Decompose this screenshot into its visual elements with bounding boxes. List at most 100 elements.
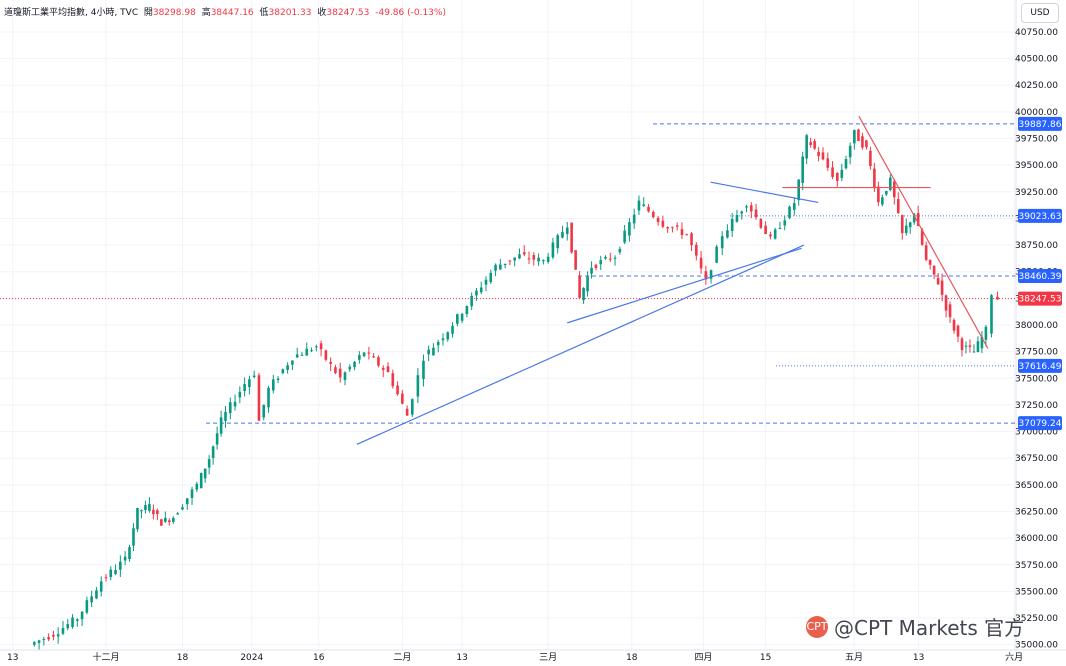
y-tick-label: 37250.00 [1015, 401, 1058, 411]
candle-body [840, 169, 844, 178]
y-tick-label: 35750.00 [1015, 561, 1058, 571]
candle-body [446, 332, 450, 340]
candle-body [144, 505, 147, 511]
candle-body [518, 254, 521, 259]
candle-body [152, 509, 155, 515]
y-tick-label: 37000.00 [1015, 428, 1058, 438]
candle-body [190, 489, 194, 498]
candle-body [456, 314, 459, 324]
candle-body [801, 156, 804, 183]
candle-body [996, 296, 999, 300]
candle-body [181, 507, 184, 510]
candle-body [532, 255, 536, 260]
candle-body [754, 209, 758, 218]
candle-body [132, 528, 135, 546]
candle-body [952, 319, 956, 331]
price-badge-label: 39887.86 [1019, 120, 1062, 130]
x-tick-label: 18 [626, 653, 638, 663]
candle-body [353, 361, 356, 368]
price-badge [1018, 416, 1062, 431]
candles [32, 128, 999, 650]
candle-body [119, 561, 122, 570]
candle-body [372, 356, 375, 358]
candle-body [56, 634, 60, 637]
candle-body [475, 290, 478, 296]
watermark-text: @CPT Markets 官方 [834, 616, 1025, 640]
candle-body [195, 483, 199, 490]
candle-body [797, 179, 800, 201]
x-tick-label: 二月 [393, 652, 411, 663]
candle-body [788, 206, 791, 218]
candle-body [889, 177, 892, 191]
blue-trendline[interactable] [710, 181, 819, 204]
candle-body [709, 270, 713, 279]
x-tick-label: 四月 [694, 652, 712, 663]
candle-body [735, 214, 739, 222]
candle-body [527, 258, 531, 260]
candle-body [608, 258, 612, 260]
candle-body [980, 336, 984, 349]
time-axis[interactable]: 13 十二月 18 2024 16 二月 13 三月 18 四月 15 五月 13 六月 [7, 651, 1023, 663]
candle-body [76, 619, 79, 621]
candle-body [257, 375, 261, 421]
blue-trendline[interactable] [356, 244, 805, 445]
candle-body [348, 366, 352, 370]
candle-body [599, 260, 603, 265]
candle-body [215, 433, 219, 445]
currency-button[interactable]: USD [1021, 3, 1059, 23]
candle-body [745, 206, 748, 208]
candle-body [32, 642, 36, 645]
red-trendline[interactable] [858, 115, 989, 349]
candle-body [720, 236, 724, 249]
candle-body [574, 250, 577, 270]
candle-body [656, 217, 660, 223]
y-tick-label: 40500.00 [1015, 55, 1058, 65]
candle-body [228, 402, 232, 414]
candle-body [451, 325, 454, 334]
candle-body [685, 234, 689, 236]
x-tick-label: 18 [177, 653, 189, 663]
open-value: 38298.98 [152, 8, 196, 18]
y-tick-label: 39250.00 [1015, 188, 1058, 198]
candle-body [494, 264, 497, 271]
candle-body [136, 507, 139, 530]
candle-body [243, 384, 246, 392]
candle-body [271, 379, 275, 391]
candle-body [848, 145, 852, 158]
candle-body [972, 351, 976, 353]
price-badge [1018, 268, 1062, 283]
candle-body [128, 547, 131, 560]
y-tick-label: 35500.00 [1015, 587, 1058, 597]
candle-body [578, 275, 581, 298]
candle-body [489, 272, 493, 283]
candle-body [900, 215, 904, 234]
candle-body [95, 590, 98, 599]
candle-body [156, 510, 159, 514]
low-value: 38201.33 [268, 8, 312, 18]
candle-body [642, 204, 646, 206]
candle-body [405, 408, 409, 416]
candle-body [300, 354, 304, 356]
candle-body [826, 158, 830, 168]
candle-body [675, 225, 679, 227]
symbol-title[interactable]: 道瓊斯工業平均指數, 4小時, TVC [4, 8, 139, 18]
open-label: 開 [143, 8, 153, 18]
x-tick-label: 六月 [1005, 651, 1023, 663]
candle-body [422, 360, 425, 380]
candle-body [831, 167, 834, 177]
candle-body [561, 232, 564, 238]
candle-body [164, 517, 167, 522]
candle-body [924, 245, 928, 260]
candle-body [66, 624, 70, 629]
candle-body [416, 375, 420, 397]
blue-trendline[interactable] [567, 247, 802, 324]
candle-body [892, 181, 896, 198]
candle-body [976, 341, 980, 352]
candle-body [690, 233, 693, 246]
candle-body [652, 212, 655, 218]
candle-body [730, 218, 734, 231]
candle-body [465, 306, 469, 315]
candle-body [233, 401, 237, 407]
x-tick-label: 13 [456, 653, 467, 663]
